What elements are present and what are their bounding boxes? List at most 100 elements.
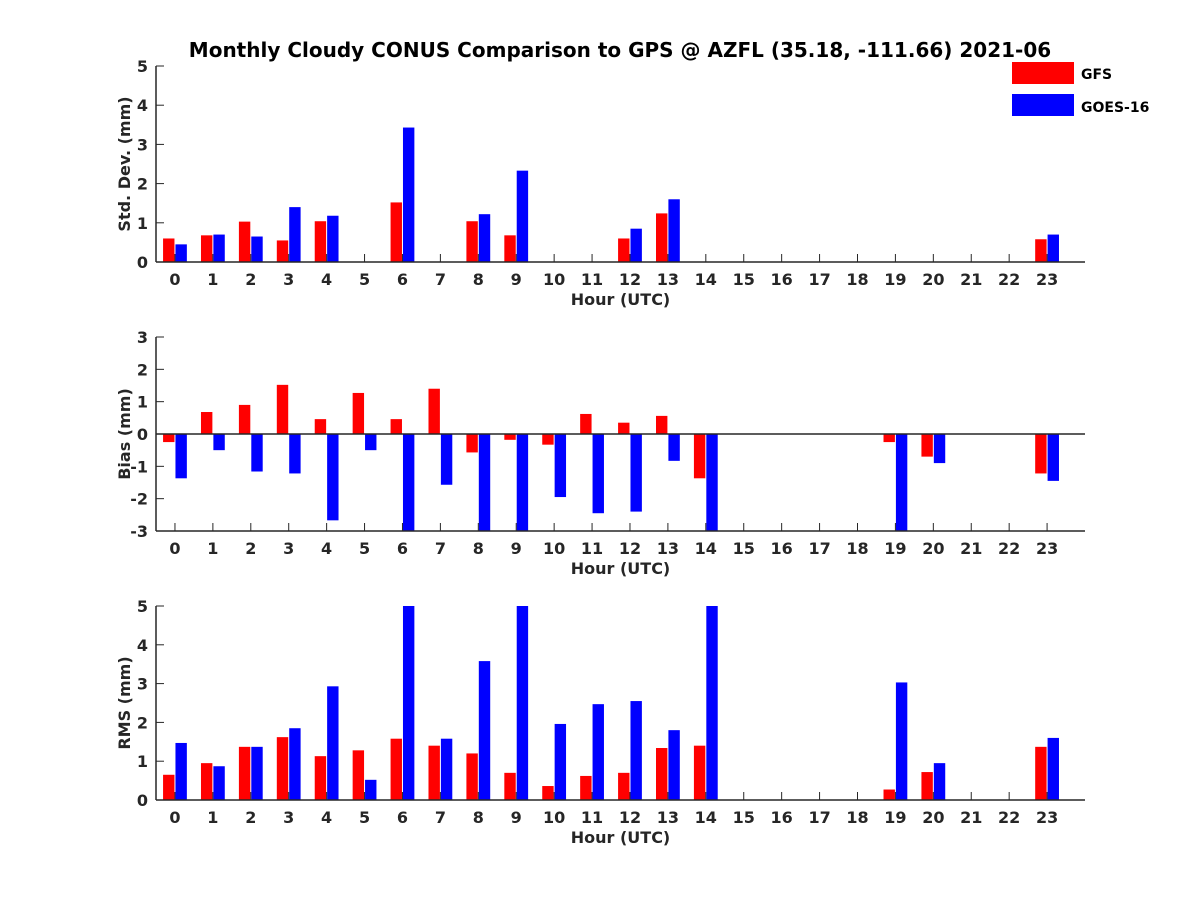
bar-goes16-hour-4 [327, 215, 339, 262]
x-tick-label: 5 [359, 270, 370, 289]
x-tick-label: 4 [321, 270, 332, 289]
bar-goes16-hour-1 [213, 234, 225, 262]
y-tick-label: 0 [137, 425, 148, 444]
bar-goes16-hour-6 [402, 127, 415, 262]
x-tick-label: 2 [245, 808, 256, 827]
x-tick-label: 20 [922, 539, 944, 558]
bar-gfs-hour-10 [542, 786, 554, 800]
x-tick-label: 22 [998, 808, 1020, 827]
legend-swatch-gfs [1012, 62, 1074, 84]
x-tick-label: 8 [473, 539, 484, 558]
x-tick-label: 17 [808, 808, 830, 827]
bar-goes16-hour-12 [630, 701, 642, 800]
x-tick-label: 23 [1036, 270, 1058, 289]
x-tick-label: 11 [581, 270, 603, 289]
bar-gfs-hour-11 [580, 775, 592, 800]
bar-goes16-hour-5 [365, 434, 377, 451]
bar-goes16-hour-9 [516, 606, 529, 800]
x-tick-label: 15 [733, 539, 755, 558]
x-tick-label: 16 [771, 270, 793, 289]
bar-goes16-hour-13 [668, 199, 680, 262]
legend: GFS GOES-16 [1012, 62, 1149, 116]
bar-gfs-hour-2 [238, 746, 251, 800]
bar-goes16-hour-3 [289, 728, 301, 800]
x-tick-label: 3 [283, 539, 294, 558]
x-tick-label: 2 [245, 270, 256, 289]
x-tick-label: 19 [884, 808, 906, 827]
bar-gfs-hour-19 [883, 789, 895, 800]
x-tick-label: 4 [321, 808, 332, 827]
x-tick-label: 9 [511, 808, 522, 827]
x-tick-label: 11 [581, 539, 603, 558]
bar-gfs-hour-7 [428, 745, 440, 800]
bar-goes16-hour-3 [289, 207, 301, 262]
bar-gfs-hour-13 [656, 213, 668, 262]
x-tick-label: 2 [245, 539, 256, 558]
x-tick-label: 10 [543, 808, 565, 827]
x-tick-label: 13 [657, 539, 679, 558]
x-tick-label: 14 [695, 270, 717, 289]
y-tick-label: 1 [137, 752, 148, 771]
bar-gfs-hour-12 [618, 238, 630, 262]
x-tick-label: 8 [473, 808, 484, 827]
x-axis-label: Hour (UTC) [571, 290, 671, 309]
y-tick-label: -1 [130, 457, 148, 476]
x-tick-label: 20 [922, 808, 944, 827]
y-tick-label: 2 [137, 713, 148, 732]
bar-gfs-hour-0 [163, 238, 175, 262]
bar-goes16-hour-11 [592, 434, 604, 514]
x-tick-label: 18 [846, 270, 868, 289]
x-tick-label: 6 [397, 270, 408, 289]
bar-goes16-hour-9 [516, 434, 529, 531]
bar-goes16-hour-6 [402, 434, 415, 531]
bar-gfs-hour-10 [542, 434, 554, 445]
bar-gfs-hour-5 [352, 750, 365, 800]
bar-gfs-hour-1 [200, 235, 213, 262]
bar-gfs-hour-23 [1035, 746, 1047, 800]
bar-gfs-hour-14 [693, 434, 706, 479]
bar-gfs-hour-19 [883, 434, 895, 443]
bar-goes16-hour-8 [478, 214, 491, 262]
bar-goes16-hour-8 [478, 434, 491, 531]
y-tick-label: 5 [137, 57, 148, 76]
x-axis-label: Hour (UTC) [571, 828, 671, 847]
y-tick-label: 2 [137, 360, 148, 379]
x-tick-label: 18 [846, 808, 868, 827]
x-tick-label: 12 [619, 808, 641, 827]
bar-goes16-hour-14 [706, 434, 718, 531]
bar-gfs-hour-11 [580, 413, 592, 434]
x-tick-label: 0 [169, 808, 180, 827]
bar-gfs-hour-2 [238, 221, 251, 262]
bar-goes16-hour-4 [327, 686, 339, 800]
x-tick-label: 19 [884, 270, 906, 289]
x-tick-label: 22 [998, 539, 1020, 558]
bar-gfs-hour-14 [693, 745, 706, 800]
bar-gfs-hour-4 [314, 756, 327, 800]
bar-gfs-hour-8 [466, 753, 478, 800]
x-tick-label: 7 [435, 270, 446, 289]
y-tick-label: 3 [137, 675, 148, 694]
bar-gfs-hour-13 [656, 748, 668, 800]
chart-title: Monthly Cloudy CONUS Comparison to GPS @… [189, 38, 1051, 62]
x-tick-label: 5 [359, 539, 370, 558]
y-tick-label: 3 [137, 135, 148, 154]
x-tick-label: 1 [207, 539, 218, 558]
x-tick-label: 16 [771, 539, 793, 558]
y-tick-label: 0 [137, 253, 148, 272]
y-tick-label: 5 [137, 597, 148, 616]
legend-label-goes16: GOES-16 [1081, 100, 1149, 116]
bar-gfs-hour-13 [656, 415, 668, 434]
y-tick-label: 0 [137, 791, 148, 810]
x-tick-label: 16 [771, 808, 793, 827]
x-tick-label: 9 [511, 270, 522, 289]
bar-goes16-hour-7 [440, 738, 453, 800]
x-tick-label: 17 [808, 270, 830, 289]
bar-gfs-hour-4 [314, 419, 327, 434]
bar-goes16-hour-8 [478, 661, 491, 800]
bar-gfs-hour-0 [163, 774, 175, 800]
bar-goes16-hour-12 [630, 434, 642, 512]
bar-goes16-hour-23 [1047, 434, 1059, 481]
x-tick-label: 21 [960, 539, 982, 558]
legend-swatch-goes16 [1012, 94, 1074, 116]
